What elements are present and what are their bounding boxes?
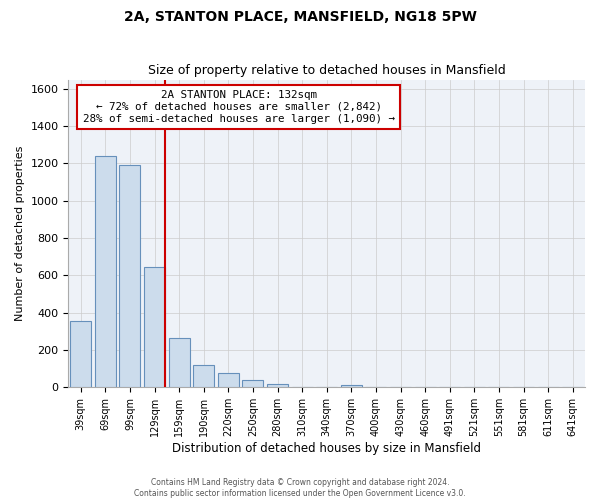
Text: 2A, STANTON PLACE, MANSFIELD, NG18 5PW: 2A, STANTON PLACE, MANSFIELD, NG18 5PW (124, 10, 476, 24)
Text: 2A STANTON PLACE: 132sqm
← 72% of detached houses are smaller (2,842)
28% of sem: 2A STANTON PLACE: 132sqm ← 72% of detach… (83, 90, 395, 124)
Bar (144, 267, 165, 388)
X-axis label: Distribution of detached houses by size in Mansfield: Distribution of detached houses by size … (172, 442, 481, 455)
Bar (95, 156, 116, 388)
Y-axis label: Number of detached properties: Number of detached properties (15, 146, 25, 321)
Bar (169, 338, 190, 388)
Bar (193, 365, 214, 388)
Text: Contains HM Land Registry data © Crown copyright and database right 2024.
Contai: Contains HM Land Registry data © Crown c… (134, 478, 466, 498)
Bar (119, 166, 140, 388)
Title: Size of property relative to detached houses in Mansfield: Size of property relative to detached ho… (148, 64, 506, 77)
Bar (242, 380, 263, 388)
Bar (341, 384, 362, 388)
Bar (267, 384, 288, 388)
Bar (218, 374, 239, 388)
Bar (70, 321, 91, 388)
